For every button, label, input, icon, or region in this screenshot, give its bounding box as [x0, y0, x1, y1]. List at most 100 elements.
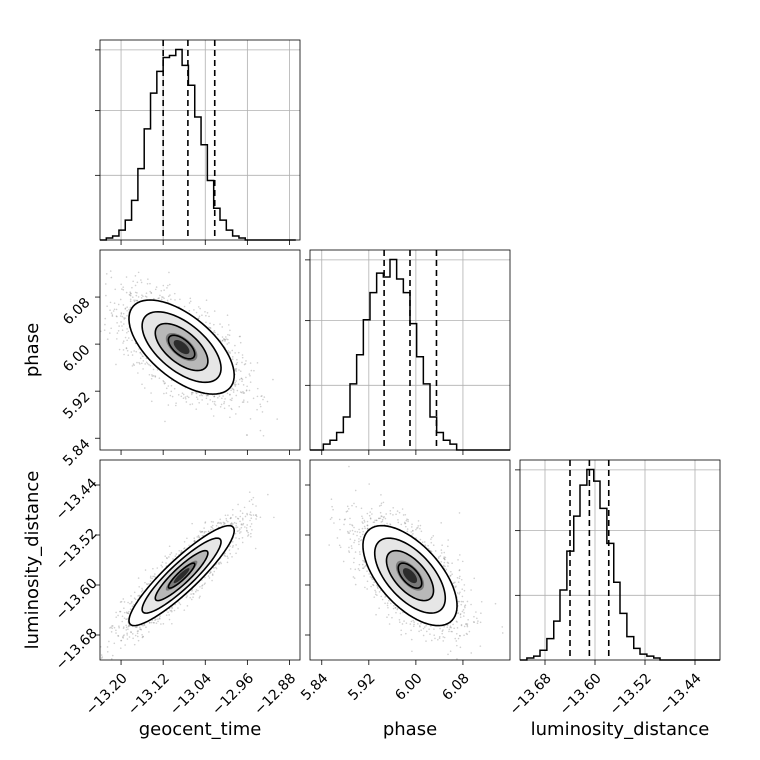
joint-frame — [99, 459, 301, 661]
sample-point — [250, 523, 253, 525]
sample-point — [228, 351, 231, 353]
sample-point — [104, 317, 107, 320]
sample-point — [305, 480, 307, 482]
sample-point — [221, 339, 224, 342]
sample-point — [164, 555, 167, 557]
sample-point — [240, 526, 243, 529]
sample-point — [120, 283, 122, 286]
sample-point — [232, 514, 234, 516]
sample-point — [242, 392, 245, 394]
sample-point — [134, 275, 137, 277]
sample-point — [188, 544, 190, 547]
sample-point — [248, 389, 251, 392]
sample-point — [157, 620, 159, 623]
sample-point — [183, 540, 186, 543]
sample-point — [155, 286, 158, 288]
hist-frame-phase — [309, 249, 511, 451]
sample-point — [142, 355, 144, 358]
sample-point — [153, 622, 155, 624]
sample-point — [366, 580, 369, 583]
sample-point — [452, 623, 454, 626]
sample-point — [119, 315, 122, 317]
sample-point — [182, 397, 185, 400]
sample-point — [241, 536, 244, 539]
sample-point — [241, 361, 243, 364]
sample-point — [208, 326, 210, 329]
sample-point — [441, 630, 444, 633]
sample-point — [119, 610, 122, 613]
sample-point — [162, 296, 164, 298]
sample-point — [226, 343, 229, 345]
sample-point — [111, 627, 113, 630]
sample-point — [118, 325, 120, 327]
sample-point — [446, 624, 449, 626]
sample-point — [229, 523, 232, 526]
sample-point — [180, 549, 183, 552]
sample-point — [111, 625, 114, 627]
sample-point — [230, 522, 233, 524]
sample-point — [143, 387, 146, 389]
sample-point — [407, 518, 409, 521]
sample-point — [199, 530, 201, 532]
sample-point — [115, 616, 118, 618]
sample-point — [201, 587, 203, 589]
sample-point — [123, 607, 125, 610]
sample-point — [227, 557, 229, 559]
sample-point — [122, 323, 125, 325]
contour-level-0 — [167, 562, 196, 589]
sample-point — [178, 549, 181, 552]
sample-point — [381, 515, 383, 518]
sample-point — [128, 624, 130, 627]
sample-point — [125, 629, 128, 631]
sample-point — [210, 529, 212, 531]
sample-point — [197, 589, 199, 592]
sample-point — [144, 363, 146, 365]
sample-point — [162, 284, 165, 287]
sample-point — [183, 547, 185, 550]
sample-point — [230, 399, 233, 402]
sample-point — [217, 521, 220, 524]
sample-point — [339, 528, 341, 531]
sample-point — [235, 522, 238, 525]
sample-point — [184, 397, 187, 400]
sample-point — [211, 573, 214, 575]
sample-point — [174, 555, 177, 557]
sample-point — [234, 344, 236, 347]
sample-point — [189, 596, 191, 599]
sample-point — [101, 656, 104, 658]
sample-point — [125, 611, 128, 614]
sample-point — [208, 577, 211, 579]
sample-point — [109, 270, 112, 272]
sample-point — [404, 525, 407, 528]
sample-point — [123, 353, 125, 356]
sample-point — [211, 574, 214, 577]
sample-point — [141, 355, 144, 357]
sample-point — [241, 541, 244, 544]
sample-point — [133, 364, 135, 367]
sample-point — [125, 347, 128, 349]
sample-point — [236, 517, 239, 520]
sample-point — [160, 564, 163, 567]
sample-point — [201, 530, 203, 533]
sample-point — [191, 392, 193, 394]
sample-point — [216, 522, 219, 525]
sample-point — [164, 382, 166, 384]
sample-point — [227, 338, 229, 341]
sample-point — [192, 592, 194, 595]
sample-point — [106, 305, 108, 308]
sample-point — [111, 625, 113, 627]
sample-point — [235, 394, 238, 397]
sample-point — [122, 637, 125, 639]
sample-point — [129, 294, 132, 297]
sample-point — [223, 401, 226, 403]
sample-point — [80, 268, 82, 270]
sample-point — [451, 562, 453, 565]
sample-point — [188, 302, 191, 304]
sample-point — [98, 656, 100, 658]
sample-point — [210, 520, 213, 523]
sample-point — [224, 522, 226, 525]
sample-point — [218, 561, 220, 564]
sample-point — [109, 301, 112, 304]
sample-point — [240, 531, 242, 533]
